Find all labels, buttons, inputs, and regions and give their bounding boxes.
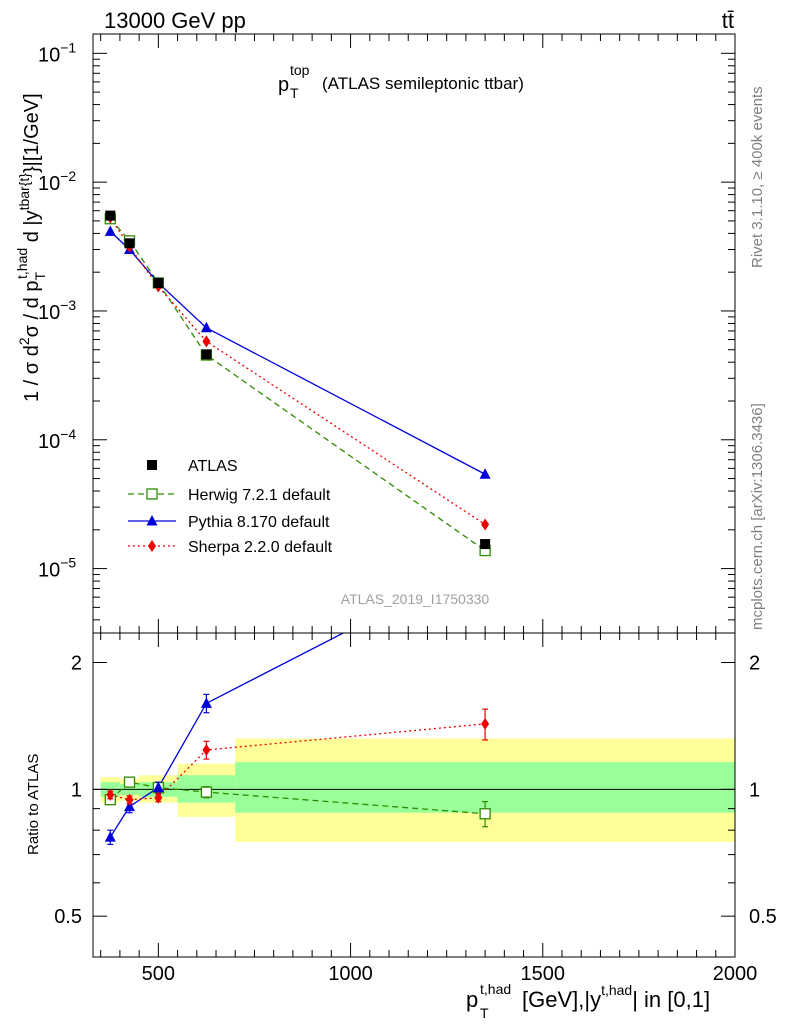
main-ytick-label: 10−5 xyxy=(38,555,76,582)
collision-label: 13000 GeV pp xyxy=(104,8,246,33)
legend-marker-herwig xyxy=(146,488,158,500)
process-label: tt̄ xyxy=(722,8,734,33)
legend: ATLAS Herwig 7.2.1 default Pythia 8.170 de… xyxy=(128,458,333,556)
ratio-ytick-label-right: 1 xyxy=(749,779,760,801)
legend-label-sherpa: Sherpa 2.2.0 default xyxy=(188,539,333,556)
sherpa-point xyxy=(481,518,490,531)
title-sup: top xyxy=(290,62,310,78)
main-ytick-label: 10−4 xyxy=(38,426,76,453)
xtick-label: 1000 xyxy=(328,963,373,985)
main-plot-area xyxy=(104,210,491,557)
legend-marker-pythia xyxy=(146,515,158,526)
x-ticks: 500 1000 1500 2000 xyxy=(100,34,758,985)
main-y-ticks: 10−5 10−4 10−3 10−2 10−1 xyxy=(38,39,735,621)
pythia-point xyxy=(479,468,491,479)
xtick-label: 2000 xyxy=(713,963,758,985)
x-axis-label: p T t,had [GeV],|yt,had| in [0,1] xyxy=(466,981,710,1021)
ratio-panel: 0.5 0.5 1 1 2 2 xyxy=(54,632,777,958)
pythia-point xyxy=(200,321,212,333)
ratio-ytick-label-left: 1 xyxy=(71,779,82,801)
main-ytick-label: 10−2 xyxy=(38,168,76,195)
rivet-label: Rivet 3.1.10, ≥ 400k events xyxy=(749,86,766,268)
pythia-ratio-point xyxy=(200,697,212,708)
atlas-point xyxy=(124,238,135,249)
sherpa-point xyxy=(202,335,211,348)
atlas-point xyxy=(105,210,116,221)
ratio-frame xyxy=(92,632,736,958)
legend-label-atlas: ATLAS xyxy=(188,458,238,475)
ratio-ytick-label-right: 0.5 xyxy=(749,906,777,928)
ratio-bands xyxy=(100,738,736,842)
herwig-ratio-point xyxy=(200,786,213,798)
atlas-point xyxy=(480,539,491,550)
svg-text:[GeV],|yt,had| in [0,1]: [GeV],|yt,had| in [0,1] xyxy=(522,982,710,1012)
main-ylabel: 1 / σ d2σ / d pTt,had d |ytbar{t}}|[1/Ge… xyxy=(14,93,48,402)
atlas-point xyxy=(153,277,164,288)
pythia-ratio-point xyxy=(124,800,136,812)
ratio-y-ticks: 0.5 0.5 1 1 2 2 xyxy=(54,653,777,958)
xtick-label: 1500 xyxy=(521,963,566,985)
mcplots-label: mcplots.cern.ch [arXiv:1306.3436] xyxy=(749,403,766,630)
sherpa-ratio-point xyxy=(154,791,163,804)
main-ytick-label: 10−1 xyxy=(38,39,76,66)
ratio-ytick-label-left: 0.5 xyxy=(54,906,82,928)
svg-text:p: p xyxy=(278,74,289,96)
ratio-plot-area xyxy=(104,633,491,846)
ratio-ylabel: Ratio to ATLAS xyxy=(25,754,42,855)
legend-label-herwig: Herwig 7.2.1 default xyxy=(188,487,331,504)
legend-label-pythia: Pythia 8.170 default xyxy=(188,514,330,531)
sherpa-ratio-point xyxy=(125,793,134,806)
herwig-ratio-point xyxy=(479,808,491,820)
herwig-ratio-point xyxy=(123,776,136,788)
main-title: p top T (ATLAS semileptonic ttbar) xyxy=(278,62,524,101)
svg-text:p: p xyxy=(466,987,478,1012)
sherpa-ratio-point xyxy=(202,743,211,756)
legend-marker-atlas xyxy=(147,460,157,470)
pythia-ratio-point xyxy=(152,781,164,793)
title-rest: (ATLAS semileptonic ttbar) xyxy=(322,74,524,93)
svg-text:1 / σ d2σ / d pTt,had d |ytbar: 1 / σ d2σ / d pTt,had d |ytbar{t}}|[1/Ge… xyxy=(14,93,48,402)
pythia-line xyxy=(109,230,486,475)
xtick-label: 500 xyxy=(142,963,175,985)
main-panel: 10−5 10−4 10−3 10−2 10−1 xyxy=(38,33,736,634)
title-sub: T xyxy=(290,85,299,101)
atlas-point xyxy=(201,349,212,360)
ratio-ytick-label-left: 2 xyxy=(71,653,82,675)
pythia-ratio-point xyxy=(104,831,116,842)
analysis-watermark: ATLAS_2019_I1750330 xyxy=(341,591,490,607)
sherpa-line xyxy=(109,217,486,526)
sherpa-ratio-point xyxy=(106,788,115,801)
pythia-point xyxy=(104,225,116,236)
ratio-ytick-label-right: 2 xyxy=(749,653,760,675)
svg-text:t,had: t,had xyxy=(480,981,511,997)
title-p: p xyxy=(278,74,289,96)
svg-text:T: T xyxy=(480,1005,489,1021)
legend-marker-sherpa xyxy=(148,540,156,552)
sherpa-ratio-point xyxy=(481,717,490,730)
main-ytick-label: 10−3 xyxy=(38,297,76,324)
